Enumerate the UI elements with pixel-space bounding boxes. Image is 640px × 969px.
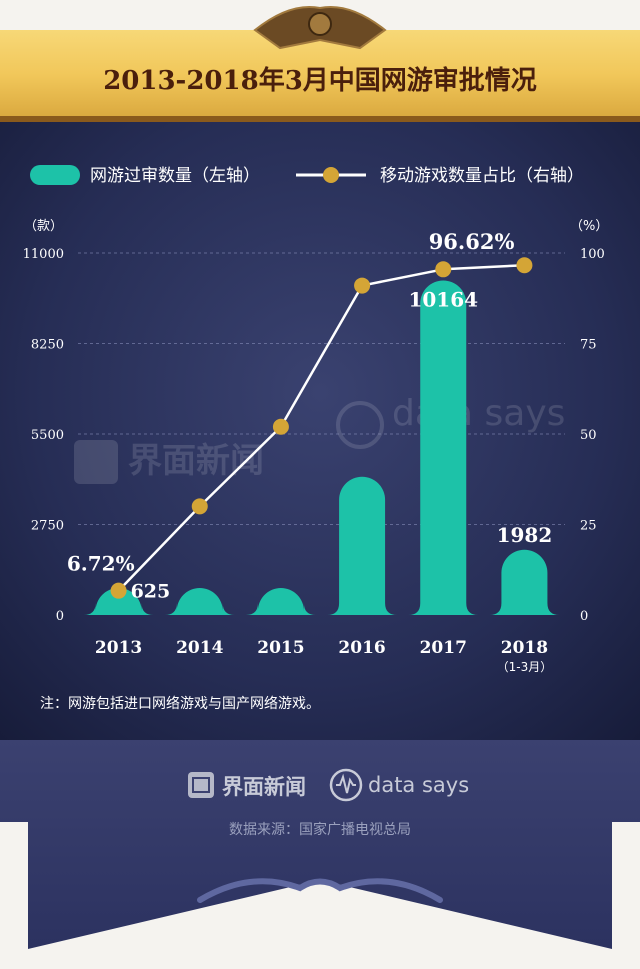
left-axis-tick-label: 8250 (31, 338, 64, 353)
legend-bar-label: 网游过审数量（左轴） (90, 166, 260, 186)
footer-datasays-icon (329, 768, 363, 802)
title-banner (0, 30, 640, 120)
right-axis-unit: （%） (570, 219, 608, 234)
left-axis-tick-label: 11000 (23, 247, 64, 262)
category-label: 2016 (338, 638, 385, 658)
chart-panel (0, 100, 640, 750)
left-axis-unit: （款） (24, 219, 63, 234)
bar-2015 (245, 588, 316, 615)
left-axis-tick-label: 5500 (31, 428, 64, 443)
right-axis-tick-label: 0 (580, 609, 588, 624)
left-axis-tick-label: 2750 (31, 519, 64, 534)
category-label: 2014 (176, 638, 223, 658)
line-marker-2015 (272, 418, 289, 435)
watermark-datasays: data says (392, 393, 565, 434)
line-marker-2016 (354, 277, 371, 294)
line-marker-2017 (435, 261, 452, 278)
pennant-ornament (197, 878, 443, 903)
data-label-bars-0: 625 (131, 581, 171, 603)
data-label-line-0: 6.72% (67, 552, 135, 576)
right-axis-tick-label: 25 (580, 519, 597, 534)
right-axis-tick-label: 75 (580, 338, 597, 353)
footer-brand: 界面新闻 (222, 775, 306, 799)
share-line (117, 263, 525, 592)
category-label: 2013 (95, 638, 142, 658)
line-marker-2018 (516, 257, 533, 274)
line-marker-2013 (110, 582, 127, 599)
legend-line-label: 移动游戏数量占比（右轴） (380, 166, 584, 186)
legend-line-marker (323, 167, 339, 183)
data-label-bars-5: 1982 (497, 523, 553, 547)
left-axis-tick-label: 0 (56, 609, 64, 624)
grid: 0 0 2750 25 5500 50 8250 75 11000 100 (23, 247, 605, 624)
watermark-datasays-icon (336, 401, 384, 449)
crest-center-icon (308, 12, 332, 36)
bar-2014 (164, 588, 235, 615)
footer-datasays-icon-wave (336, 773, 356, 794)
data-label-bars-4: 10164 (408, 288, 478, 312)
bar-2016 (327, 476, 398, 615)
footer-source: 数据来源：国家广播电视总局 (229, 821, 411, 838)
bar-2017 (408, 280, 479, 615)
bar-2013 (83, 588, 154, 615)
chart-note: 注：网游包括进口网络游戏与国产网络游戏。 (40, 696, 320, 712)
legend-bar-swatch (30, 165, 80, 185)
banner-edge (0, 116, 640, 122)
category-sublabel: （1-3月） (497, 660, 553, 674)
category-label: 2017 (420, 638, 467, 658)
chart-title: 2013-2018年3月中国网游审批情况 (103, 65, 537, 96)
data-labels: 2013 2014 2015 2016 2017 2018 （1-3月） 625 10164 19… (67, 229, 552, 674)
bar-2018 (489, 549, 560, 615)
line-marker-2014 (191, 498, 208, 515)
right-axis-tick-label: 50 (580, 428, 597, 443)
line-series (110, 257, 533, 599)
category-label: 2015 (257, 638, 304, 658)
footer-brand-icon (188, 772, 214, 798)
data-label-line-5: 96.62% (429, 229, 515, 254)
footer-datasays: data says (368, 773, 469, 797)
watermark-brand-icon (74, 440, 118, 484)
footer-brand-icon-inner (192, 777, 210, 793)
pennant-bottom (0, 740, 640, 949)
right-axis-tick-label: 100 (580, 247, 605, 262)
category-label: 2018 (501, 638, 548, 658)
watermark-brand: 界面新闻 (128, 441, 264, 481)
bar-series (83, 280, 560, 615)
